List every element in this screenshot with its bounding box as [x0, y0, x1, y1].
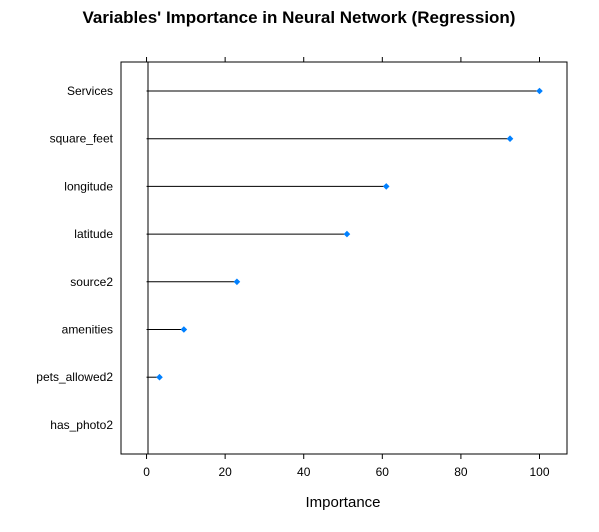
data-point: [382, 183, 390, 190]
x-tick-label: 0: [143, 465, 150, 479]
data-point: [180, 326, 188, 333]
category-label: has_photo2: [50, 418, 113, 432]
category-label: square_feet: [50, 132, 114, 146]
x-tick-label: 80: [454, 465, 468, 479]
data-point: [233, 278, 241, 286]
data-point: [536, 87, 543, 95]
category-labels: Services square_feet longitude latitude sour…: [36, 84, 113, 432]
x-tick-label: 20: [218, 465, 232, 479]
category-label: longitude: [64, 179, 113, 193]
category-label: pets_allowed2: [36, 370, 113, 384]
x-tick-label: 60: [376, 465, 390, 479]
plot-frame: [120, 61, 568, 455]
category-label: source2: [70, 275, 113, 289]
data-point: [156, 373, 163, 381]
bottom-axis: 0 20 40 60 80 100: [143, 454, 550, 479]
category-label: amenities: [62, 323, 113, 337]
category-label: latitude: [74, 227, 113, 241]
x-tick-label: 40: [297, 465, 311, 479]
data-point: [343, 230, 351, 238]
data-point: [506, 135, 514, 142]
top-axis-ticks: [146, 57, 540, 62]
dot-stems: [146, 90, 540, 378]
x-axis-title: Importance: [305, 494, 380, 511]
x-tick-label: 100: [529, 465, 549, 479]
chart-title: Variables' Importance in Neural Network …: [83, 8, 516, 27]
dot-markers: [156, 87, 543, 381]
category-label: Services: [67, 84, 113, 98]
